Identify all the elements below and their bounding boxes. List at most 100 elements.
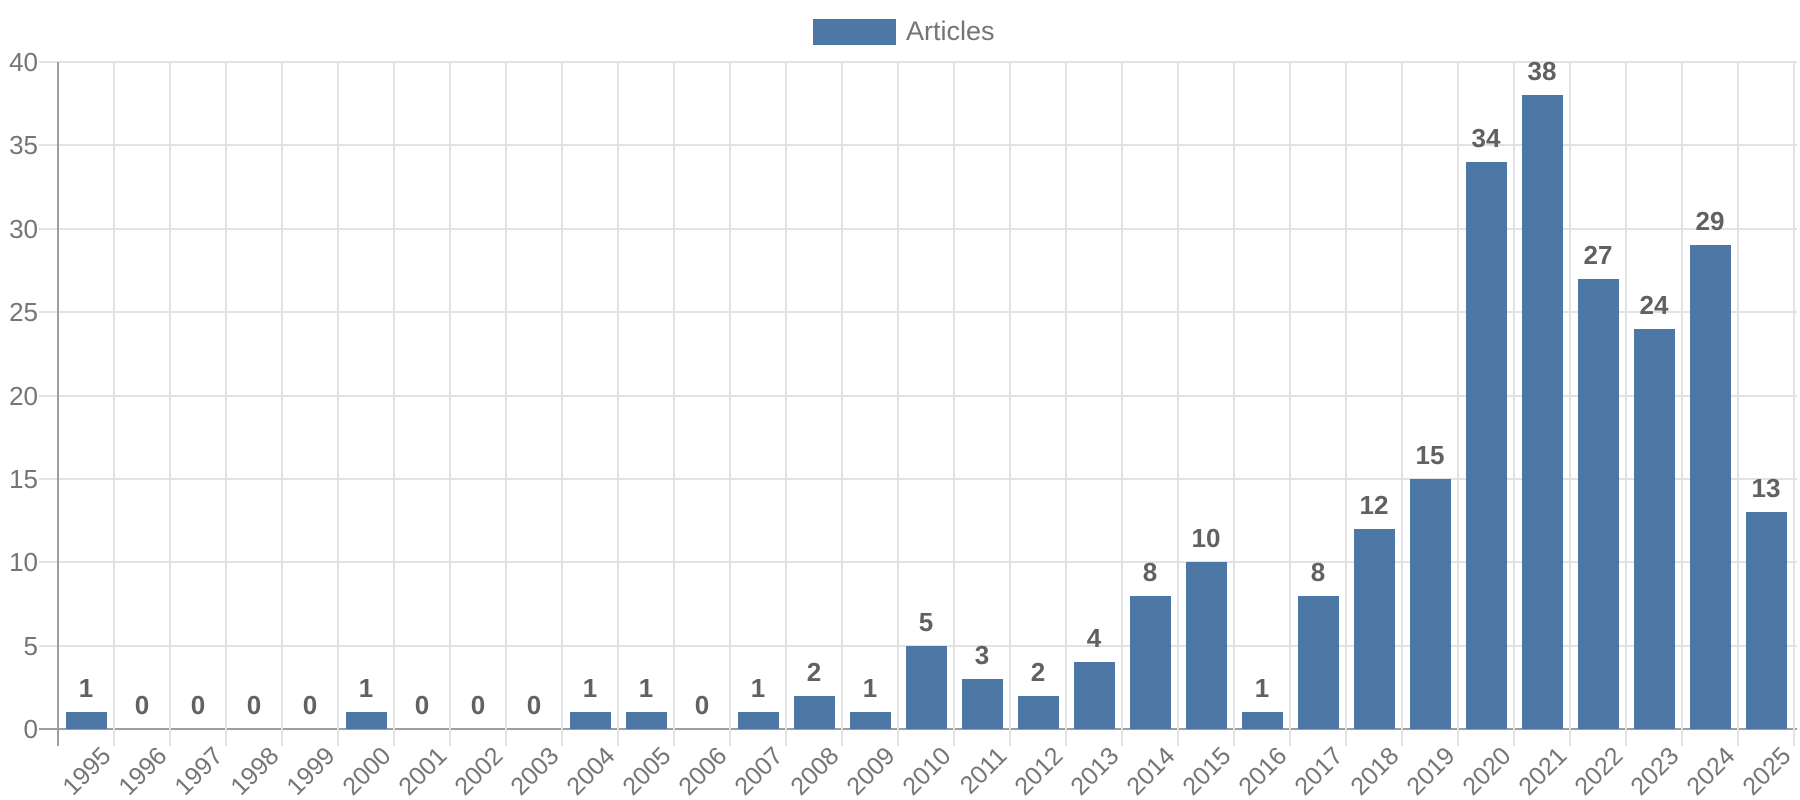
value-label-2002: 0 — [470, 690, 486, 720]
value-label-2018: 12 — [1359, 489, 1389, 520]
x-gridline — [1401, 62, 1403, 746]
value-label-2020: 34 — [1471, 123, 1501, 154]
value-label-2010: 5 — [918, 606, 934, 637]
x-gridline — [1681, 62, 1683, 746]
y-gridline-35 — [39, 144, 1797, 147]
x-gridline — [1289, 62, 1291, 746]
y-tick-5: 5 — [23, 630, 38, 661]
bar-2019[interactable] — [1409, 478, 1451, 729]
bar-2025[interactable] — [1745, 512, 1787, 729]
bar-1995[interactable] — [65, 712, 107, 729]
x-gridline — [393, 62, 395, 746]
x-gridline — [281, 62, 283, 746]
bar-2005[interactable] — [625, 712, 667, 729]
x-gridline — [673, 62, 675, 746]
x-gridline — [449, 62, 451, 746]
value-label-2014: 8 — [1142, 556, 1158, 587]
y-gridline-20 — [39, 394, 1797, 397]
y-tick-30: 30 — [9, 213, 38, 244]
bar-2024[interactable] — [1689, 245, 1731, 729]
y-gridline-40 — [39, 61, 1797, 63]
bar-2011[interactable] — [961, 678, 1003, 729]
bar-2004[interactable] — [569, 712, 611, 729]
x-gridline — [505, 62, 507, 746]
x-gridline — [1513, 62, 1515, 746]
x-gridline — [1233, 62, 1235, 746]
y-tick-35: 35 — [9, 130, 38, 161]
value-label-1997: 0 — [190, 690, 206, 720]
x-gridline — [1625, 62, 1627, 746]
y-gridline-25 — [39, 311, 1797, 314]
bar-2022[interactable] — [1577, 278, 1619, 729]
y-tick-40: 40 — [9, 47, 38, 77]
x-gridline — [1121, 62, 1123, 746]
value-label-2012: 2 — [1030, 656, 1046, 687]
value-label-2017: 8 — [1310, 556, 1326, 587]
value-label-2004: 1 — [582, 673, 598, 704]
bar-2016[interactable] — [1241, 712, 1283, 729]
x-gridline — [1457, 62, 1459, 746]
bar-2018[interactable] — [1353, 528, 1395, 729]
bar-2023[interactable] — [1633, 328, 1675, 729]
x-gridline — [1009, 62, 1011, 746]
legend: Articles — [813, 16, 995, 47]
x-gridline — [1065, 62, 1067, 746]
x-gridline — [729, 62, 731, 746]
y-axis-line — [57, 62, 59, 746]
x-gridline — [785, 62, 787, 746]
bar-2012[interactable] — [1017, 695, 1059, 729]
x-gridline — [1793, 62, 1795, 746]
value-label-2001: 0 — [414, 690, 430, 720]
x-gridline — [841, 62, 843, 746]
bar-2008[interactable] — [793, 695, 835, 729]
x-gridline — [1177, 62, 1179, 746]
x-gridline — [169, 62, 171, 746]
value-label-2024: 29 — [1695, 206, 1725, 237]
x-gridline — [897, 62, 899, 746]
bar-2000[interactable] — [345, 712, 387, 729]
value-label-2006: 0 — [694, 690, 710, 720]
y-gridline-30 — [39, 227, 1797, 230]
bar-2007[interactable] — [737, 712, 779, 729]
x-gridline — [617, 62, 619, 746]
x-axis-line — [39, 728, 1797, 730]
value-label-1995: 1 — [78, 673, 94, 704]
x-gridline — [225, 62, 227, 746]
value-label-2000: 1 — [358, 673, 374, 704]
value-label-2019: 15 — [1415, 439, 1445, 470]
x-gridline — [953, 62, 955, 746]
value-label-1998: 0 — [246, 690, 262, 720]
value-label-1996: 0 — [134, 690, 150, 720]
bar-2013[interactable] — [1073, 662, 1115, 729]
x-gridline — [113, 62, 115, 746]
value-label-2007: 1 — [750, 673, 766, 704]
value-label-2013: 4 — [1086, 623, 1102, 654]
value-label-2025: 13 — [1751, 473, 1781, 504]
bar-2009[interactable] — [849, 712, 891, 729]
y-tick-10: 10 — [9, 547, 38, 578]
bar-2020[interactable] — [1465, 162, 1507, 729]
y-tick-15: 15 — [9, 463, 38, 494]
y-tick-0: 0 — [23, 714, 38, 744]
legend-label: Articles — [906, 16, 995, 46]
y-gridline-15 — [39, 477, 1797, 480]
y-tick-20: 20 — [9, 380, 38, 411]
value-label-2011: 3 — [974, 639, 990, 670]
x-gridline — [1737, 62, 1739, 746]
legend-swatch — [813, 18, 896, 45]
bar-2014[interactable] — [1129, 595, 1171, 729]
value-label-2003: 0 — [526, 690, 542, 720]
value-label-1999: 0 — [302, 690, 318, 720]
value-label-2016: 1 — [1254, 673, 1270, 704]
value-label-2005: 1 — [638, 673, 654, 704]
bar-2015[interactable] — [1185, 562, 1227, 729]
bar-2017[interactable] — [1297, 595, 1339, 729]
x-gridline — [1569, 62, 1571, 746]
bar-2010[interactable] — [905, 645, 947, 729]
value-label-2021: 38 — [1527, 56, 1557, 87]
bar-2021[interactable] — [1521, 95, 1563, 729]
value-label-2015: 10 — [1191, 523, 1221, 554]
y-gridline-10 — [39, 561, 1797, 564]
value-label-2023: 24 — [1639, 289, 1669, 320]
